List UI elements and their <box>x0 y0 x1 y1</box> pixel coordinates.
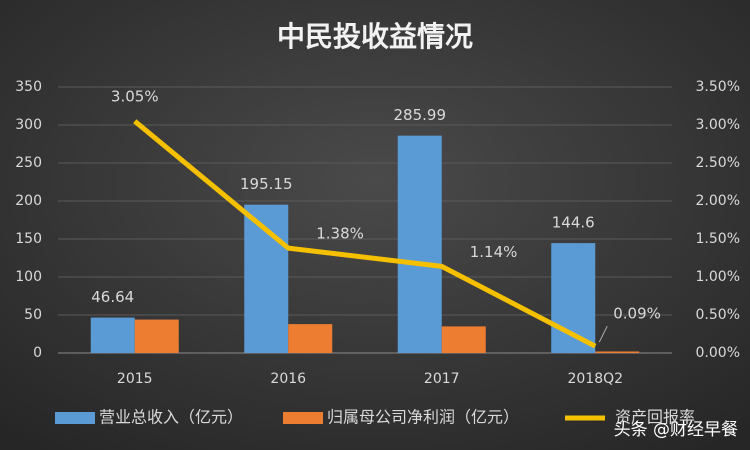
y-tick-label: 50 <box>24 307 42 323</box>
value-label: 1.38% <box>316 225 364 243</box>
bar <box>134 319 179 353</box>
y-tick-label: 250 <box>15 155 42 171</box>
bar <box>595 351 640 353</box>
value-label: 46.64 <box>91 288 134 306</box>
bar <box>288 324 333 353</box>
bar <box>90 317 135 353</box>
y2-tick-label: 3.00% <box>696 117 740 133</box>
x-tick-label: 2017 <box>424 371 460 387</box>
bar <box>397 135 442 353</box>
legend-label: 营业总收入（亿元） <box>99 408 243 427</box>
value-label: 144.6 <box>552 214 595 232</box>
y2-tick-label: 1.50% <box>696 231 740 247</box>
watermark: 头条 @财经早餐 <box>614 420 738 440</box>
y-tick-label: 150 <box>15 231 42 247</box>
value-label: 195.15 <box>240 175 293 193</box>
y-tick-label: 200 <box>15 193 42 209</box>
value-label: 3.05% <box>111 88 159 106</box>
y-tick-label: 0 <box>33 345 42 361</box>
legend-label: 资产回报率 <box>615 408 695 427</box>
y2-tick-label: 1.00% <box>696 269 740 285</box>
y2-tick-label: 2.50% <box>696 155 740 171</box>
y2-tick-label: 0.00% <box>696 345 740 361</box>
value-label: 1.14% <box>470 243 518 261</box>
y2-tick-label: 0.50% <box>696 307 740 323</box>
bar <box>441 326 486 353</box>
x-tick-label: 2015 <box>117 371 153 387</box>
y2-tick-label: 3.50% <box>696 79 740 95</box>
x-tick-label: 2018Q2 <box>567 371 623 387</box>
y-tick-label: 300 <box>15 117 42 133</box>
line <box>133 119 597 349</box>
legend-swatch <box>55 412 95 424</box>
legend-label: 归属母公司净利润（亿元） <box>327 408 519 427</box>
chart-title: 中民投收益情况 <box>277 20 473 53</box>
y2-tick-label: 2.00% <box>696 193 740 209</box>
value-label: 0.09% <box>613 305 661 323</box>
y-tick-label: 350 <box>15 79 42 95</box>
leader-line <box>598 325 608 343</box>
x-tick-label: 2016 <box>270 371 306 387</box>
legend-swatch <box>283 412 323 424</box>
value-label: 285.99 <box>394 106 447 124</box>
y-tick-label: 100 <box>15 269 42 285</box>
